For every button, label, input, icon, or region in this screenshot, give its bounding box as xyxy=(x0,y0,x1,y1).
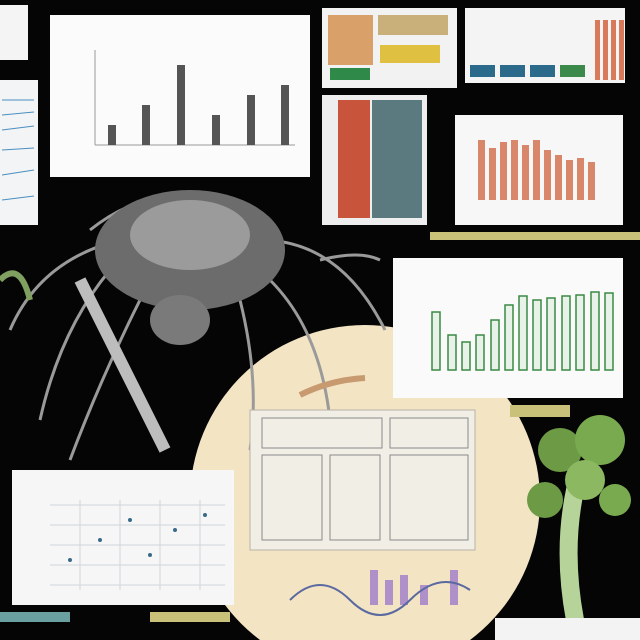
table-column xyxy=(372,100,422,218)
creature-tail xyxy=(74,277,171,453)
panel-bars xyxy=(470,20,624,80)
strip xyxy=(510,405,570,417)
points xyxy=(68,513,207,562)
brush-stroke xyxy=(298,375,366,398)
plant xyxy=(527,415,631,622)
strip xyxy=(430,232,640,240)
panel xyxy=(0,5,28,60)
creature-head xyxy=(130,200,250,270)
sketch-curve xyxy=(289,581,471,616)
pastel-bars xyxy=(370,570,458,605)
panel-stripes xyxy=(328,15,448,80)
sketch-lines xyxy=(261,417,469,541)
bars xyxy=(478,140,595,200)
strip xyxy=(0,612,70,622)
sketch-panel xyxy=(249,409,476,551)
dot-columns xyxy=(108,65,289,145)
bars xyxy=(431,291,614,371)
table-column xyxy=(338,100,370,218)
chart-panel xyxy=(12,470,234,605)
creature-underside xyxy=(150,295,210,345)
panel-lines xyxy=(1,99,35,201)
panel xyxy=(495,618,640,640)
grid xyxy=(50,500,225,590)
leaf xyxy=(0,270,33,301)
strip xyxy=(150,612,230,622)
panel xyxy=(0,80,38,225)
